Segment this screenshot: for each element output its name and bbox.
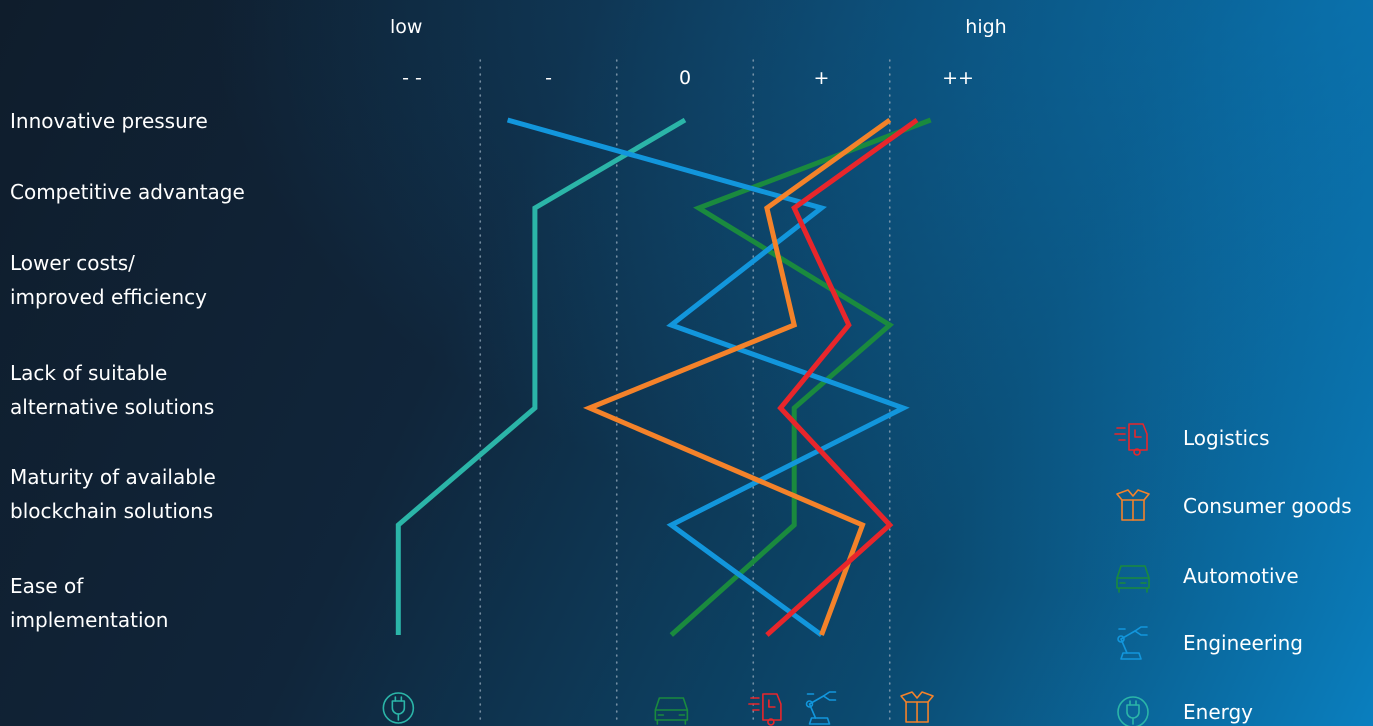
- scale-tick-label: - -: [402, 67, 422, 89]
- legend-label: Energy: [1183, 700, 1253, 724]
- series-line-engineering: [506, 117, 910, 638]
- legend-item-energy: Energy: [1117, 696, 1253, 726]
- legend-item-engineering: Engineering: [1117, 626, 1303, 660]
- series-line-logistics: [765, 117, 919, 637]
- robot-arm-icon: [1117, 626, 1148, 660]
- bottom-markers: [382, 691, 934, 726]
- legend-item-consumer-goods: Consumer goods: [1116, 489, 1352, 521]
- scale-axis: low high- - -0 + ++: [390, 16, 1007, 89]
- row-label-maturity-of-available-blockchain-solutions: Maturity of available blockchain solution…: [10, 465, 216, 523]
- car-icon: [1116, 565, 1150, 593]
- robot-arm-icon: [805, 691, 837, 725]
- legend-label: Logistics: [1183, 426, 1270, 450]
- series-line-automotive: [669, 117, 932, 637]
- legend-label: Automotive: [1183, 564, 1299, 588]
- legend-item-automotive: Automotive: [1116, 564, 1299, 593]
- row-label-lower-costs-improved-efficiency: Lower costs/improved efficiency: [10, 251, 207, 309]
- plug-icon: [1117, 696, 1149, 726]
- scale-tick-label: -: [545, 67, 552, 89]
- axis-high-label: high: [965, 16, 1006, 38]
- legend-label: Engineering: [1183, 631, 1303, 655]
- box-icon: [1116, 489, 1150, 521]
- series-lines: [395, 117, 932, 638]
- box-icon: [900, 691, 934, 723]
- truck-icon: [748, 693, 782, 726]
- plug-icon: [382, 692, 415, 724]
- row-labels: Innovative pressure Competitive advantage…: [10, 109, 245, 632]
- series-line-energy: [395, 117, 687, 635]
- grid: [479, 59, 891, 721]
- truck-icon: [1114, 423, 1148, 456]
- axis-low-label: low: [390, 16, 422, 38]
- scale-tick-label: 0: [679, 67, 691, 89]
- row-label-competitive-advantage: Competitive advantage: [10, 180, 245, 204]
- scale-tick-label: +: [814, 67, 830, 89]
- series-line-consumer-goods: [583, 117, 892, 636]
- scale-tick-label: ++: [942, 67, 974, 89]
- row-label-innovative-pressure: Innovative pressure: [10, 109, 208, 133]
- row-label-ease-of-implementation: Ease of implementation: [10, 574, 168, 632]
- legend: Logistics Consumer goods Automotive Enginee…: [1114, 423, 1352, 726]
- legend-item-logistics: Logistics: [1114, 423, 1270, 456]
- row-label-lack-of-suitable-alternative-solutions: Lack of suitable alternative solutions: [10, 361, 214, 419]
- car-icon: [654, 697, 689, 725]
- legend-label: Consumer goods: [1183, 494, 1352, 518]
